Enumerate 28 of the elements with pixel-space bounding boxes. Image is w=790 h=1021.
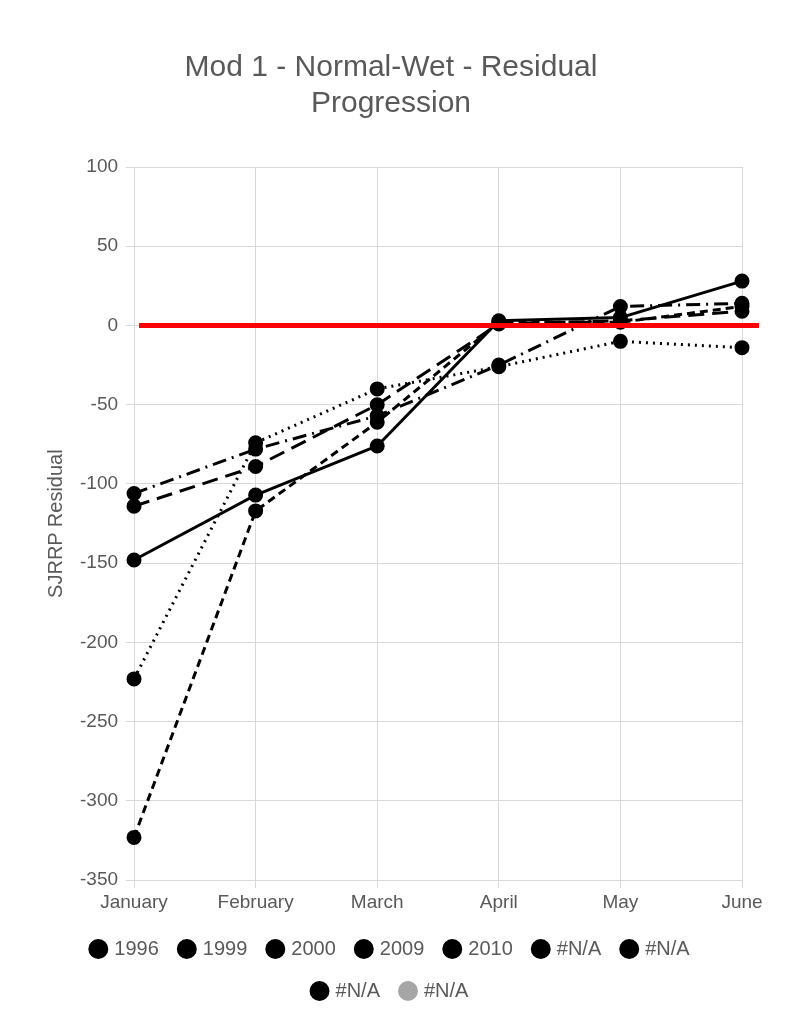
y-tick-label: 100: [86, 155, 119, 177]
legend-label: 2009: [379, 936, 425, 959]
x-tick-label: May: [602, 890, 639, 912]
legend-label: 2000: [291, 936, 336, 959]
y-axis-title: SJRRP Residual: [43, 449, 66, 598]
legend-label: #N/A: [335, 978, 381, 1001]
legend-label: #N/A: [424, 978, 470, 1001]
x-tick-label: June: [721, 890, 763, 912]
y-tick-label: -50: [90, 392, 119, 414]
legend-label: 2010: [468, 936, 513, 959]
x-tick-label: April: [479, 890, 518, 912]
y-tick-label: -150: [80, 551, 119, 573]
legend-label: #N/A: [556, 936, 602, 959]
y-tick-label: -200: [80, 630, 119, 652]
text: Progression: [310, 85, 472, 119]
x-tick-label: March: [350, 890, 404, 912]
y-tick-label: 50: [96, 234, 119, 256]
y-tick-label: -350: [80, 868, 119, 890]
y-tick-label: -250: [80, 709, 119, 731]
text: Mod 1 - Normal-Wet - Residual: [184, 49, 598, 83]
x-tick-label: January: [100, 890, 169, 912]
y-tick-label: -300: [80, 789, 119, 811]
x-tick-label: February: [217, 890, 295, 912]
y-tick-label: -100: [80, 472, 119, 494]
legend-label: 1999: [202, 936, 248, 959]
y-tick-label: 0: [107, 313, 119, 335]
legend-label: 1996: [114, 936, 159, 959]
legend-label: #N/A: [645, 936, 691, 959]
